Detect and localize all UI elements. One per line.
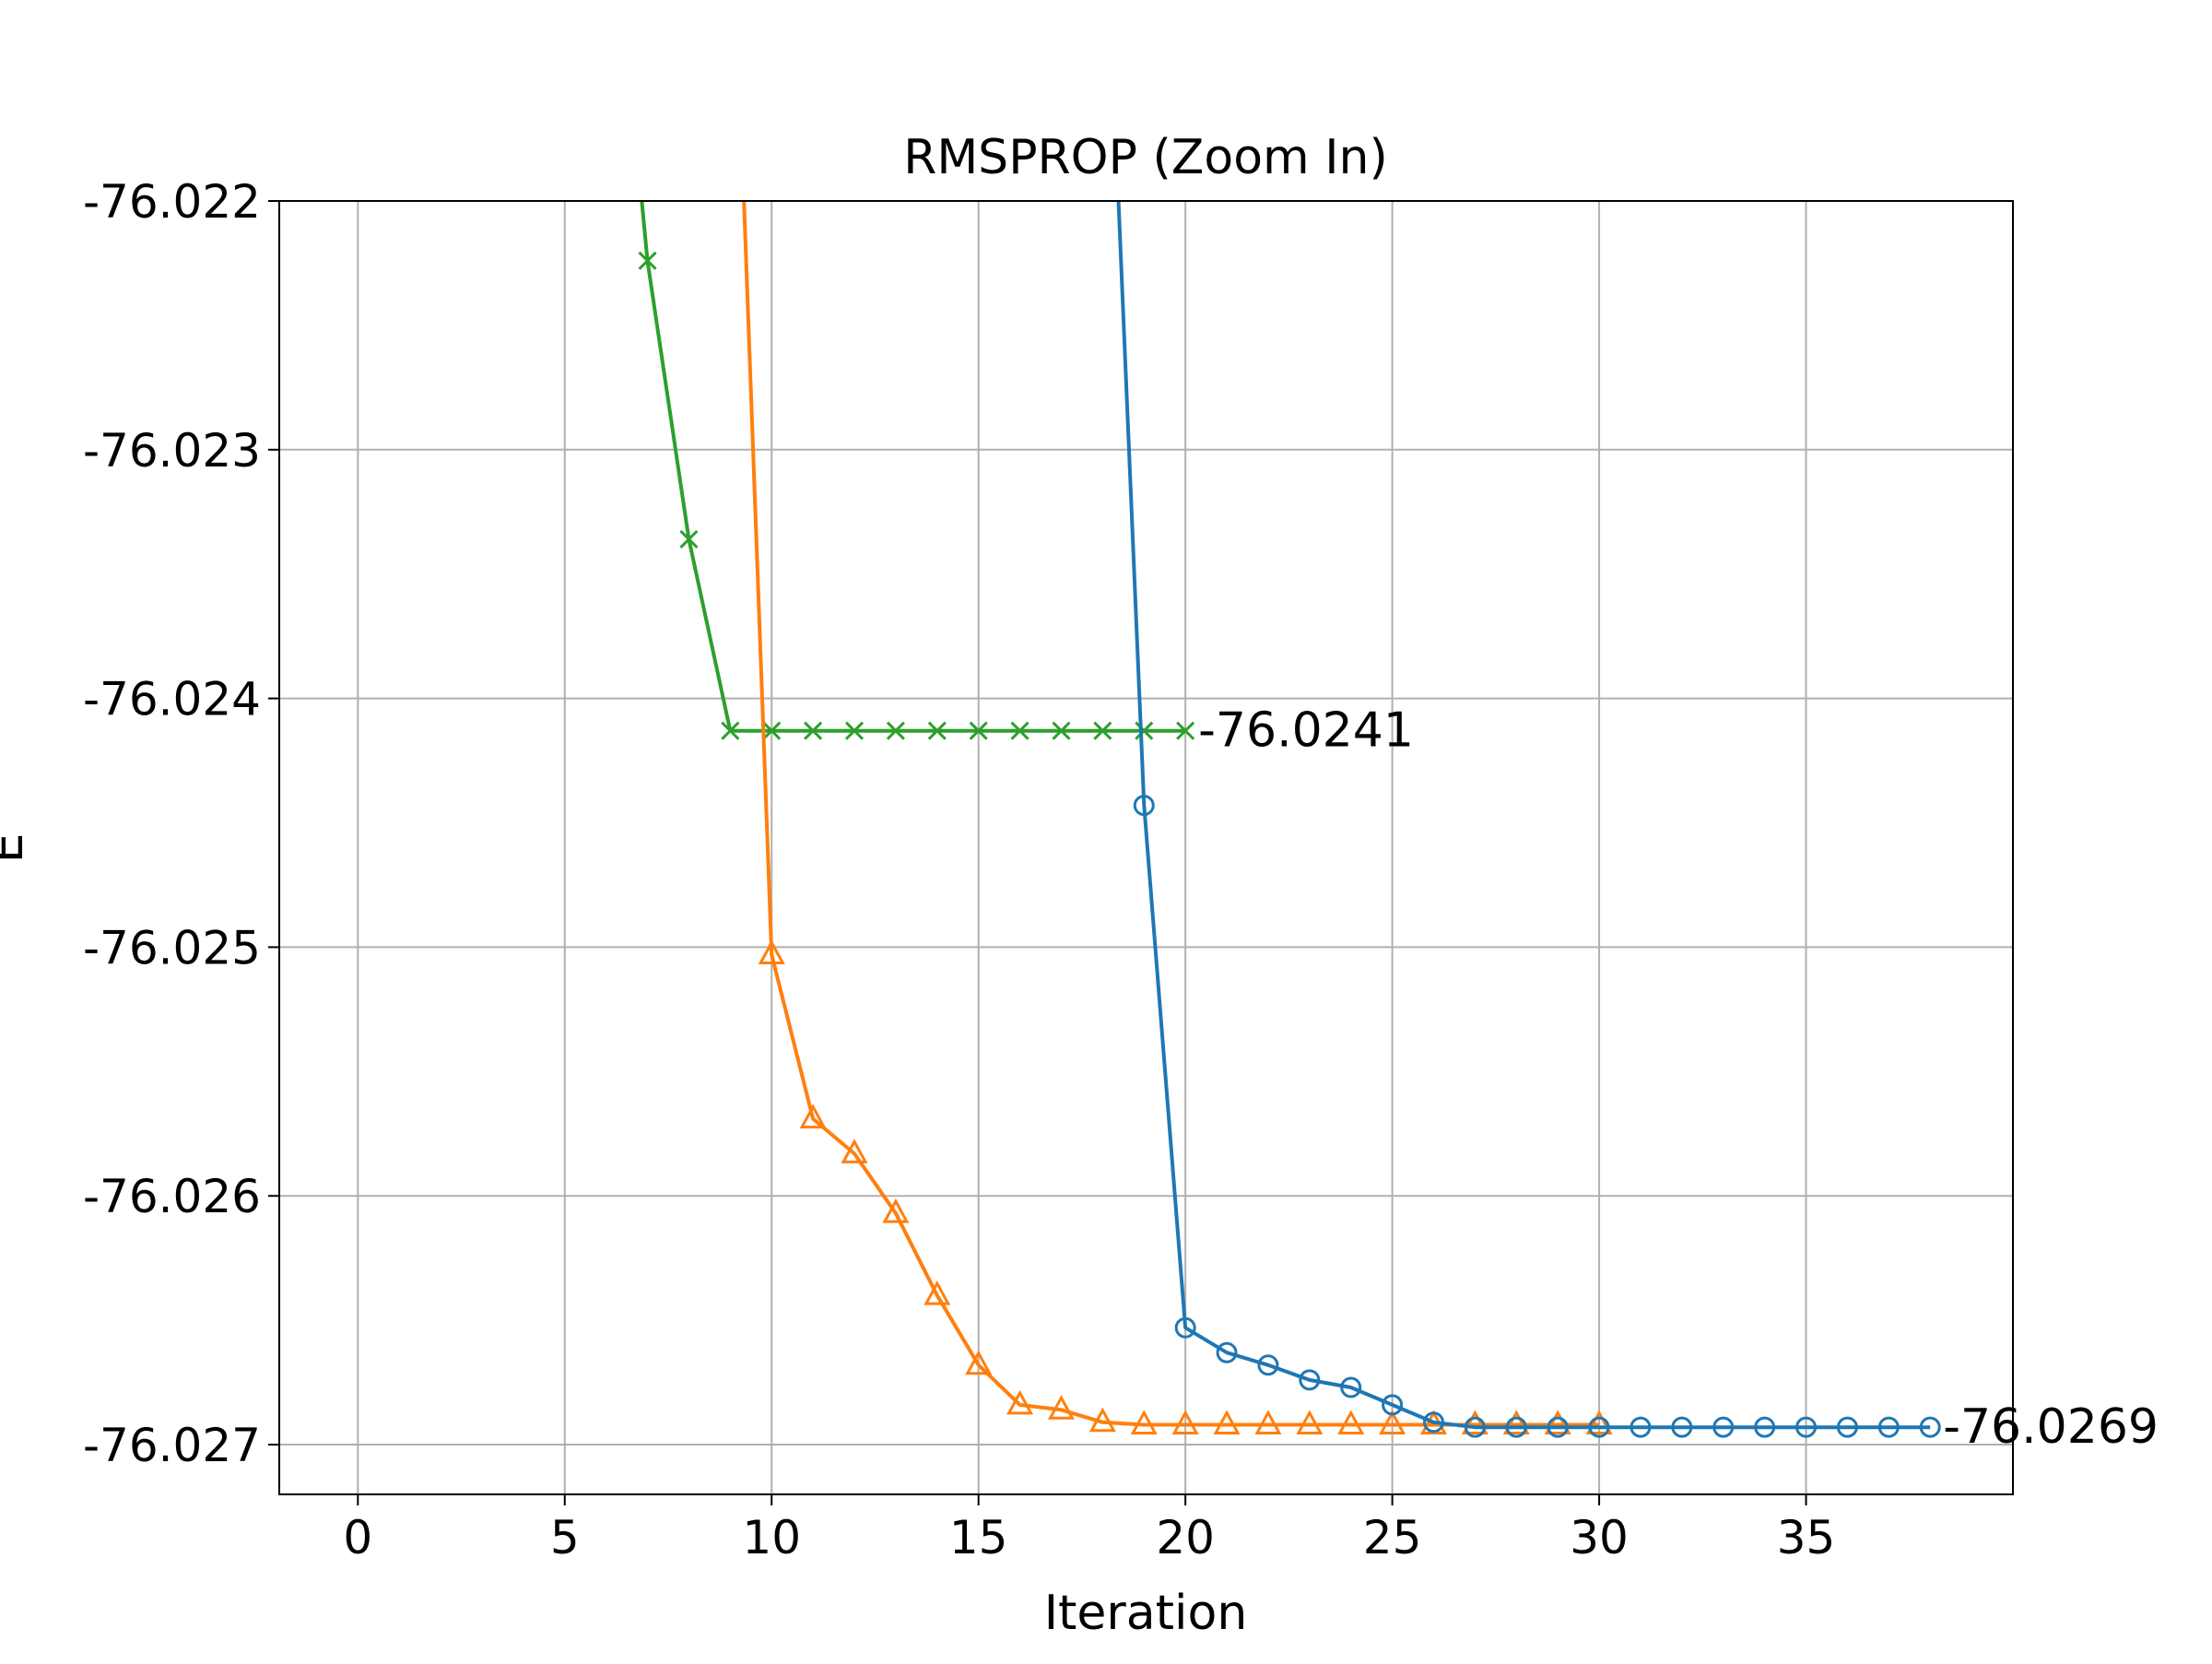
- data-point: [1379, 1410, 1406, 1434]
- data-point: [1088, 1407, 1116, 1433]
- y-axis-label: E: [0, 833, 34, 864]
- y-tick-label: -76.026: [83, 1170, 261, 1223]
- data-point: [1213, 1410, 1241, 1434]
- x-tick-label: 25: [1363, 1511, 1422, 1564]
- plot-frame: [278, 200, 2014, 1495]
- data-point: [758, 939, 785, 965]
- data-point: [1052, 721, 1071, 740]
- data-point: [1671, 1416, 1693, 1438]
- data-point: [1461, 1410, 1488, 1434]
- data-point: [1171, 1410, 1199, 1434]
- series-line: [1116, 201, 1931, 1430]
- data-point: [1919, 1416, 1941, 1438]
- data-point: [1254, 1410, 1282, 1434]
- data-point: [1585, 1410, 1613, 1434]
- data-point: [1877, 1416, 1900, 1438]
- x-axis-label: Iteration: [1044, 1586, 1248, 1641]
- x-tick-label: 5: [550, 1511, 580, 1564]
- data-point: [1502, 1410, 1530, 1434]
- y-tick-label: -76.027: [83, 1419, 261, 1472]
- data-point: [1547, 1416, 1569, 1438]
- data-point: [886, 721, 905, 740]
- x-tick-label: 35: [1777, 1511, 1836, 1564]
- y-tick-label: -76.023: [83, 424, 261, 478]
- y-tick-label: -76.025: [83, 921, 261, 974]
- series-layer: [638, 201, 1941, 1438]
- data-point: [1340, 1376, 1362, 1398]
- data-point: [804, 721, 823, 740]
- data-point: [1588, 1416, 1610, 1438]
- series-x: [638, 201, 1195, 740]
- data-point: [1544, 1410, 1571, 1434]
- data-point: [844, 721, 865, 740]
- data-point: [1093, 721, 1112, 740]
- x-tick-label: 15: [949, 1511, 1008, 1564]
- data-point: [924, 1280, 951, 1305]
- data-point: [762, 721, 782, 740]
- data-point: [1754, 1416, 1776, 1438]
- x-tick-label: 20: [1156, 1511, 1215, 1564]
- data-point: [927, 721, 947, 740]
- data-point: [721, 721, 740, 740]
- x-tick-label: 30: [1570, 1511, 1629, 1564]
- chart-title: RMSPROP (Zoom In): [903, 130, 1388, 185]
- data-point: [1135, 721, 1154, 740]
- data-point: [1836, 1416, 1858, 1438]
- data-point: [1630, 1416, 1652, 1438]
- series-circle: [1116, 201, 1941, 1438]
- y-tick-label: -76.022: [83, 175, 261, 229]
- data-point: [1216, 1341, 1238, 1363]
- ticks: 0 5 10 15 20 25 30 35 -76.022 -76.023 -76.024 -76.0…: [83, 175, 1835, 1564]
- data-point: [679, 529, 699, 549]
- data-point: [1337, 1410, 1365, 1434]
- data-point: [1130, 1410, 1158, 1434]
- data-point: [1047, 1395, 1075, 1420]
- data-point: [1795, 1416, 1818, 1438]
- x-tick-label: 10: [742, 1511, 801, 1564]
- data-point: [965, 1350, 993, 1375]
- data-point: [1423, 1411, 1445, 1434]
- data-point: [638, 251, 657, 270]
- annotation-label: -76.0269: [1943, 1399, 2159, 1455]
- data-point: [969, 721, 988, 740]
- data-point: [1133, 795, 1155, 817]
- x-tick-label: 0: [343, 1511, 372, 1564]
- data-point: [1299, 1369, 1321, 1391]
- annotation-label: -76.0241: [1198, 703, 1414, 759]
- y-tick-label: -76.024: [83, 673, 261, 726]
- data-point: [1464, 1416, 1486, 1438]
- data-point: [841, 1139, 868, 1163]
- data-point: [1296, 1410, 1324, 1434]
- grid: [279, 200, 2013, 1494]
- data-point: [1712, 1416, 1735, 1438]
- data-point: [882, 1198, 910, 1223]
- data-point: [1382, 1394, 1404, 1416]
- data-point: [1010, 721, 1030, 740]
- data-point: [799, 1103, 827, 1129]
- data-point: [1257, 1354, 1279, 1376]
- data-point: [1176, 721, 1195, 740]
- annotations: -76.0241 -76.0269: [1198, 703, 2159, 1455]
- data-point: [1174, 1316, 1196, 1339]
- data-point: [1505, 1416, 1527, 1438]
- data-point: [1006, 1389, 1034, 1415]
